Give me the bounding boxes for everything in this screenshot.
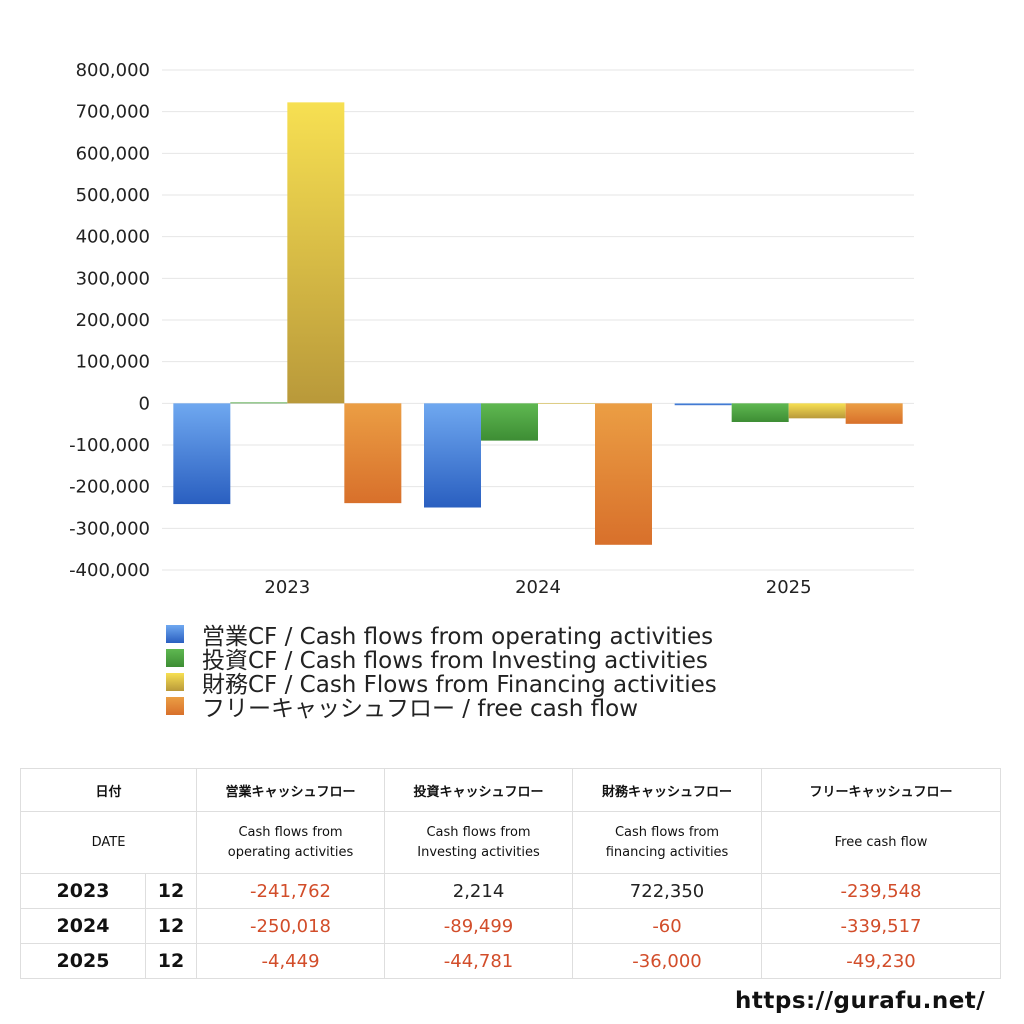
row-month: 12 xyxy=(144,908,198,944)
y-axis: 800,000 700,000 600,000 500,000 400,000 300,0… xyxy=(69,60,150,581)
bar-2025-series-3 xyxy=(845,403,903,424)
legend-swatch-investing xyxy=(166,649,184,667)
site-watermark[interactable]: https://gurafu.net/ xyxy=(735,988,986,1014)
y-tick-label: 100,000 xyxy=(76,352,150,373)
header-operating-en-line1: Cash flows from xyxy=(238,824,343,840)
legend-swatch-operating xyxy=(166,625,184,643)
y-tick-label: 300,000 xyxy=(76,268,150,289)
header-operating-en: Cash flows from operating activities xyxy=(196,811,386,874)
row-investing: -44,781 xyxy=(384,943,574,979)
bar-2025-series-1 xyxy=(731,403,789,422)
bar-2024-series-1 xyxy=(481,403,538,441)
row-year: 2025 xyxy=(20,943,146,979)
header-investing-en-line1: Cash flows from xyxy=(426,824,531,840)
legend: 営業CF / Cash flows from operating activit… xyxy=(166,622,717,722)
row-month: 12 xyxy=(144,873,198,909)
header-operating-en-line2: operating activities xyxy=(227,844,354,860)
y-tick-label: 800,000 xyxy=(76,60,150,81)
legend-item-free: フリーキャッシュフロー / free cash flow xyxy=(166,694,717,722)
y-tick-label: 700,000 xyxy=(76,102,150,123)
x-tick-label: 2025 xyxy=(766,577,812,598)
table-row: 2023 12 -241,762 2,214 722,350 -239,548 xyxy=(20,873,1002,909)
header-date-en: DATE xyxy=(19,811,198,874)
cash-flow-table: 日付 営業キャッシュフロー 投資キャッシュフロー 財務キャッシュフロー フリーキ… xyxy=(19,768,1002,979)
header-financing-en-line2: financing activities xyxy=(605,844,729,860)
row-financing: 722,350 xyxy=(572,873,763,909)
row-investing: 2,214 xyxy=(384,873,574,909)
row-financing: -36,000 xyxy=(572,943,763,979)
row-free: -339,517 xyxy=(761,908,1002,944)
y-tick-label: -200,000 xyxy=(69,477,150,498)
y-tick-label: 0 xyxy=(139,393,150,414)
legend-swatch-free xyxy=(166,697,184,715)
bar-2024-series-0 xyxy=(424,403,481,508)
bar-2023-series-2 xyxy=(287,102,345,404)
row-operating: -241,762 xyxy=(196,873,386,909)
bar-2024-series-2 xyxy=(538,403,595,404)
legend-item-financing: 財務CF / Cash Flows from Financing activit… xyxy=(166,670,717,698)
y-tick-label: 200,000 xyxy=(76,310,150,331)
gridlines xyxy=(162,69,914,571)
header-date-jp: 日付 xyxy=(19,768,198,812)
row-year: 2023 xyxy=(20,873,146,909)
row-operating: -4,449 xyxy=(196,943,386,979)
bars xyxy=(173,102,903,545)
row-investing: -89,499 xyxy=(384,908,574,944)
row-month: 12 xyxy=(144,943,198,979)
table-header-jp: 日付 営業キャッシュフロー 投資キャッシュフロー 財務キャッシュフロー フリーキ… xyxy=(19,768,1002,812)
header-investing-en: Cash flows from Investing activities xyxy=(384,811,574,874)
x-tick-label: 2023 xyxy=(264,577,310,598)
bar-2023-series-1 xyxy=(230,402,288,404)
row-year: 2024 xyxy=(20,908,146,944)
row-free: -239,548 xyxy=(761,873,1002,909)
legend-label-investing: 投資CF / Cash flows from Investing activit… xyxy=(202,648,708,674)
bar-2025-series-2 xyxy=(788,403,846,419)
bar-2025-series-0 xyxy=(674,403,732,406)
y-tick-label: 400,000 xyxy=(76,227,150,248)
table-row: 2024 12 -250,018 -89,499 -60 -339,517 xyxy=(20,908,1002,944)
bar-2024-series-3 xyxy=(595,403,652,545)
legend-item-operating: 営業CF / Cash flows from operating activit… xyxy=(166,622,717,650)
header-free-en: Free cash flow xyxy=(761,811,1002,874)
bar-2023-series-3 xyxy=(344,403,402,504)
row-financing: -60 xyxy=(572,908,763,944)
y-tick-label: 600,000 xyxy=(76,143,150,164)
row-free: -49,230 xyxy=(761,943,1002,979)
bar-2023-series-0 xyxy=(173,403,231,505)
legend-label-operating: 営業CF / Cash flows from operating activit… xyxy=(202,624,714,650)
x-tick-label: 2024 xyxy=(515,577,561,598)
y-tick-label: 500,000 xyxy=(76,185,150,206)
header-operating-jp: 営業キャッシュフロー xyxy=(196,768,386,812)
y-tick-label: -300,000 xyxy=(69,518,150,539)
header-financing-en: Cash flows from financing activities xyxy=(572,811,763,874)
cash-flow-bar-chart: 800,000 700,000 600,000 500,000 400,000 300,0… xyxy=(69,60,914,598)
legend-label-free: フリーキャッシュフロー / free cash flow xyxy=(202,696,639,722)
x-axis: 2023 2024 2025 xyxy=(264,577,811,598)
header-investing-en-line2: Investing activities xyxy=(417,844,540,860)
legend-swatch-financing xyxy=(166,673,184,691)
table-header-en: DATE Cash flows from operating activities… xyxy=(19,811,1002,874)
y-tick-label: -400,000 xyxy=(69,560,150,581)
header-financing-jp: 財務キャッシュフロー xyxy=(572,768,763,812)
table-row: 2025 12 -4,449 -44,781 -36,000 -49,230 xyxy=(20,943,1002,979)
header-financing-en-line1: Cash flows from xyxy=(614,824,720,840)
legend-label-financing: 財務CF / Cash Flows from Financing activit… xyxy=(202,672,717,698)
legend-item-investing: 投資CF / Cash flows from Investing activit… xyxy=(166,646,717,674)
header-investing-jp: 投資キャッシュフロー xyxy=(384,768,574,812)
header-free-jp: フリーキャッシュフロー xyxy=(761,768,1002,812)
y-tick-label: -100,000 xyxy=(69,435,150,456)
row-operating: -250,018 xyxy=(196,908,386,944)
